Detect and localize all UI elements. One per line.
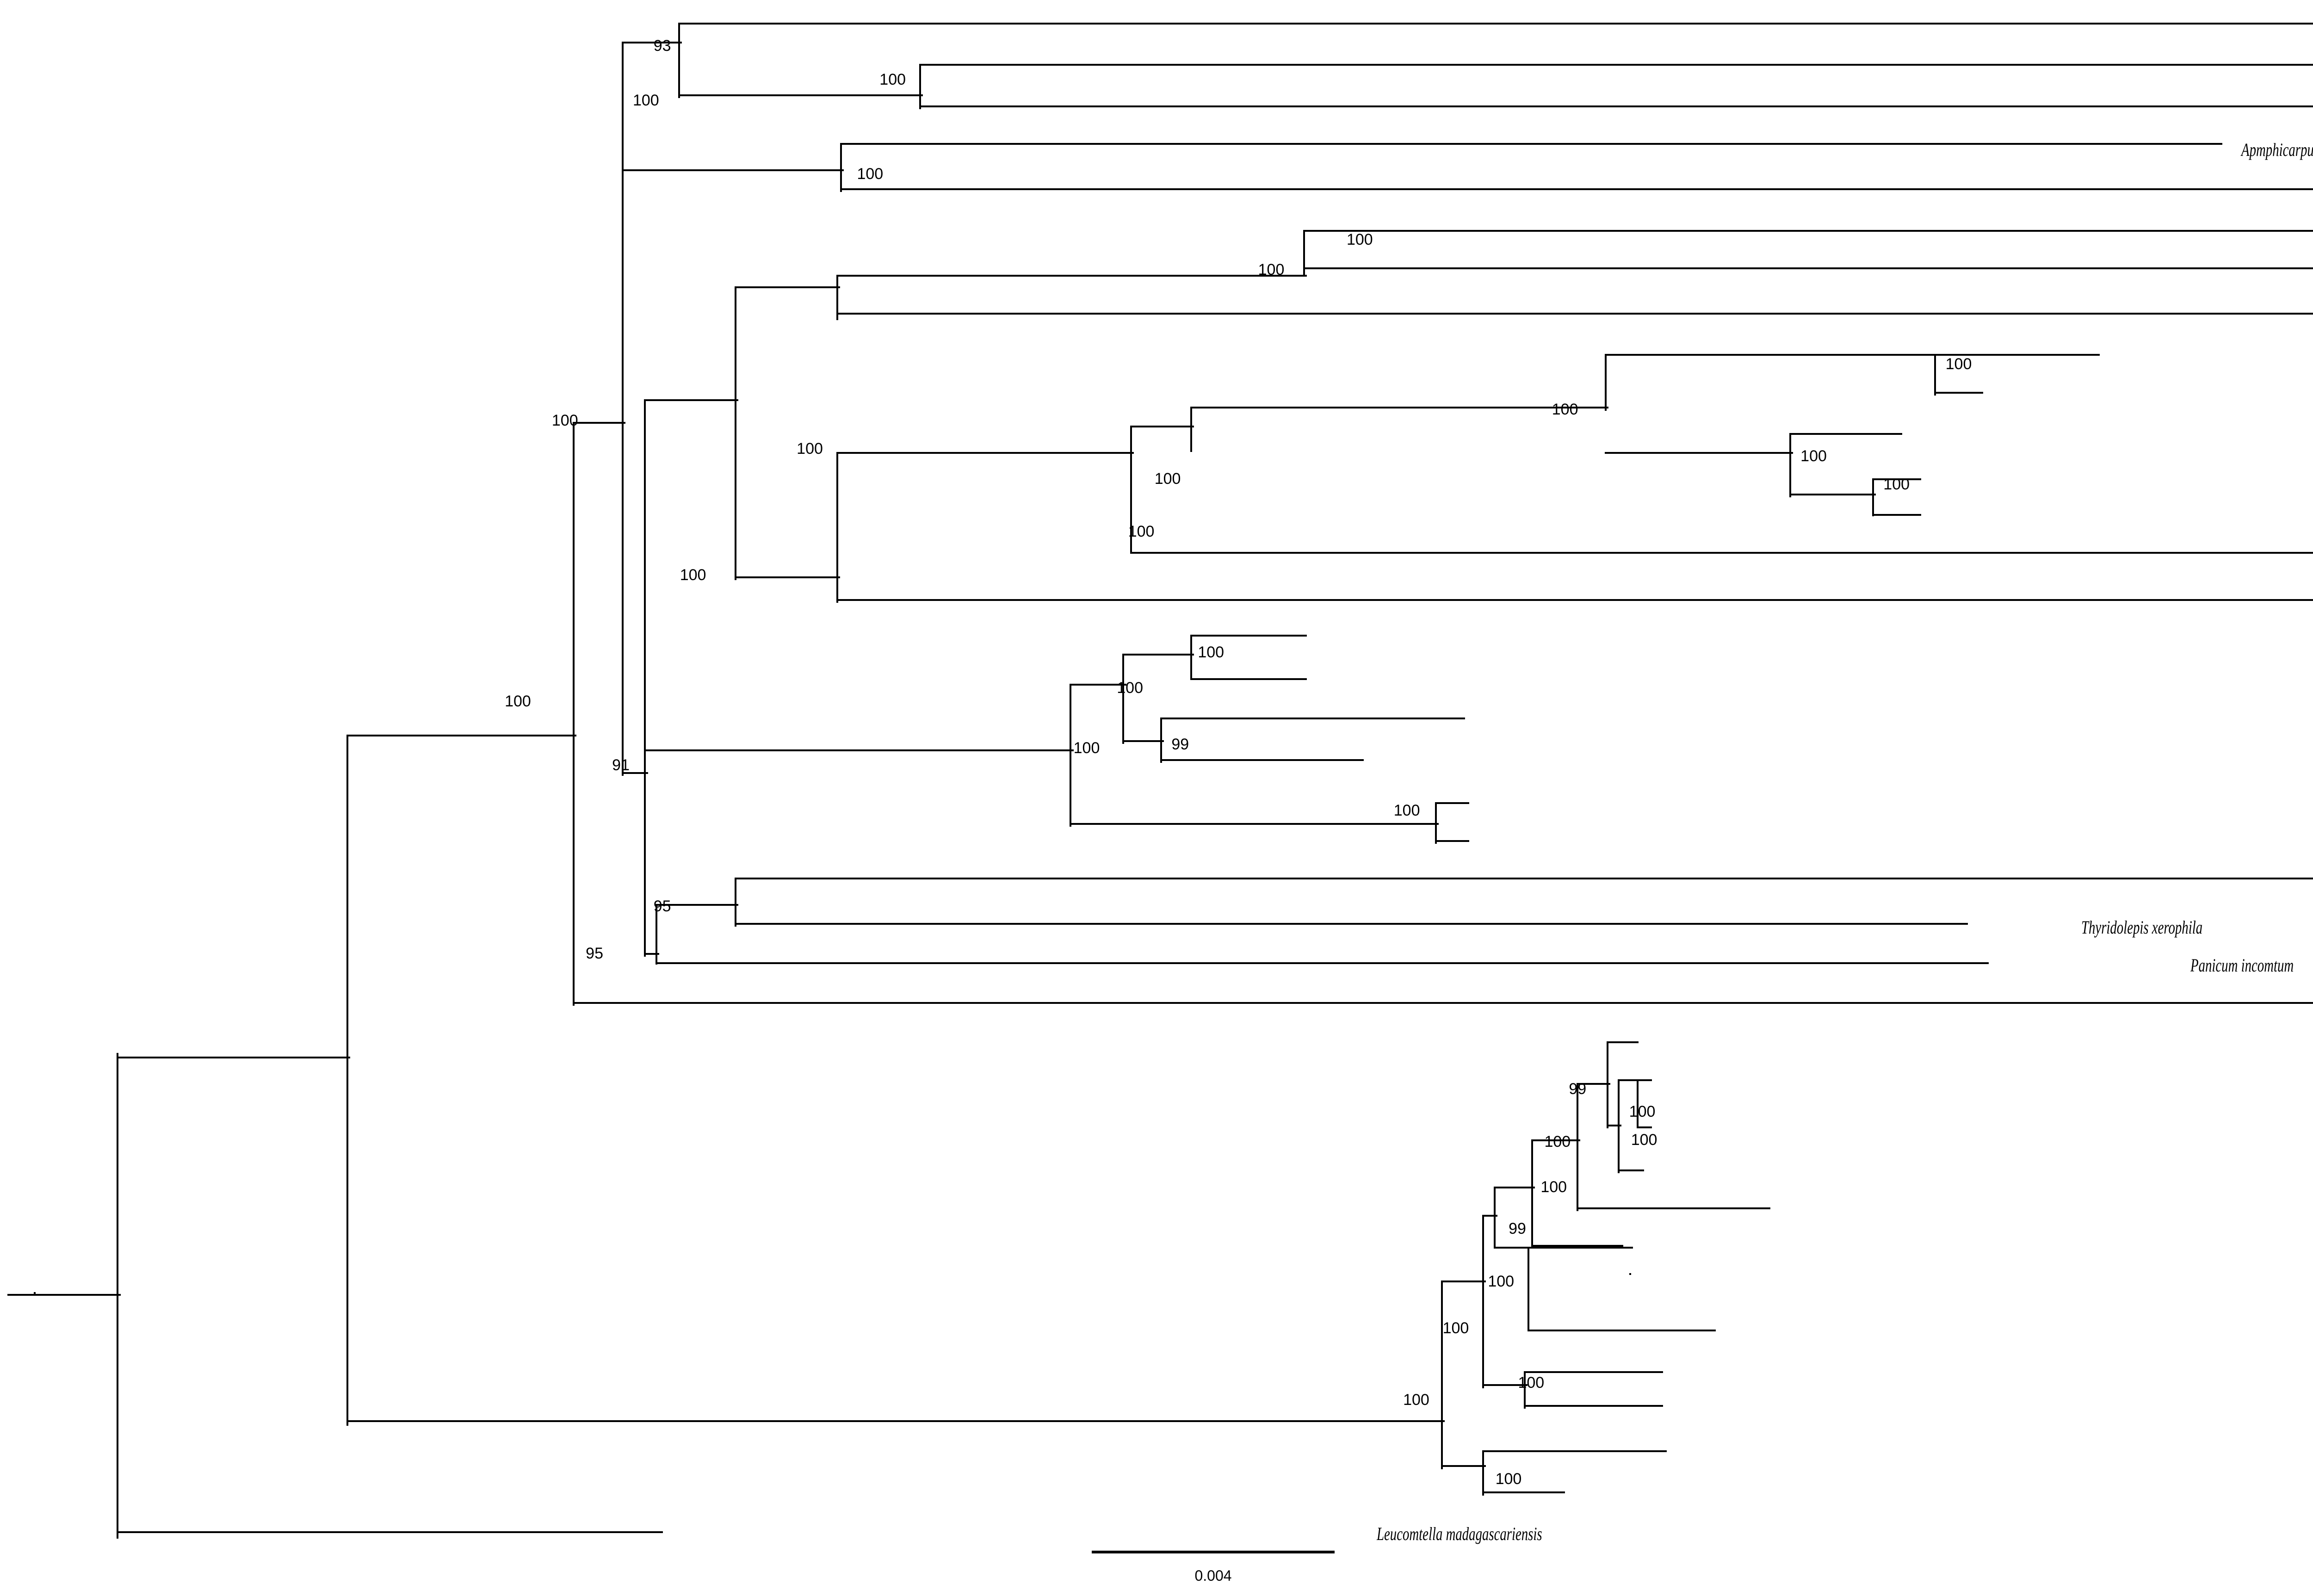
bootstrap-value: 100 [1629, 1103, 1656, 1121]
bootstrap-value: 100 [551, 411, 578, 429]
bootstrap-value: 100 [1800, 447, 1827, 465]
bootstrap-value: 100 [1346, 231, 1373, 249]
bootstrap-value: 100 [1552, 400, 1578, 418]
bootstrap-value: 100 [1154, 470, 1181, 488]
bootstrap-value: 100 [1258, 261, 1285, 279]
scale-bar-label: 0.004 [1194, 1567, 1232, 1584]
bootstrap-value: 99 [1509, 1219, 1526, 1237]
bootstrap-value: 100 [1393, 801, 1420, 819]
bootstrap-value: 100 [632, 91, 659, 109]
bootstrap-value: 100 [1883, 476, 1910, 494]
bootstrap-value: 93 [653, 37, 671, 55]
bootstrap-value: 100 [879, 71, 906, 89]
bootstrap-value: 91 [612, 756, 630, 774]
bootstrap-value: 100 [1128, 523, 1155, 541]
bootstrap-value: 100 [1544, 1133, 1571, 1151]
bootstrap-value: 100 [680, 566, 706, 584]
bootstrap-value: 95 [653, 897, 671, 916]
bootstrap-value: 100 [1403, 1391, 1429, 1409]
bootstrap-value: 100 [797, 440, 823, 458]
taxon-label: Thyridolepis xerophila [2081, 917, 2202, 938]
taxon-label: Panicum incomtum [2190, 954, 2294, 976]
bootstrap-value: 95 [586, 945, 603, 963]
bootstrap-value: 100 [1442, 1319, 1469, 1337]
bootstrap-value: 100 [1540, 1178, 1567, 1196]
bootstrap-value: 100 [1198, 643, 1225, 661]
taxon-label: Apmphicarpum muhlenbergianum [2241, 139, 2313, 160]
bootstrap-value: 100 [505, 692, 531, 710]
bootstrap-value: 100 [1073, 739, 1100, 757]
bootstrap-value: 100 [1495, 1470, 1522, 1488]
bootstrap-value: 100 [1488, 1272, 1515, 1290]
scale-bar-line [1092, 1551, 1335, 1553]
bootstrap-value: 100 [857, 165, 884, 183]
bootstrap-value: 100 [1117, 679, 1143, 697]
bootstrap-value: 99 [1569, 1080, 1587, 1098]
bootstrap-value: 99 [1171, 736, 1189, 754]
bootstrap-value: 100 [1518, 1374, 1545, 1392]
taxon-label: Leucomtella madagascariensis [1377, 1523, 1542, 1545]
bootstrap-value: 100 [1945, 355, 1972, 373]
bootstrap-value: 100 [1631, 1131, 1657, 1149]
